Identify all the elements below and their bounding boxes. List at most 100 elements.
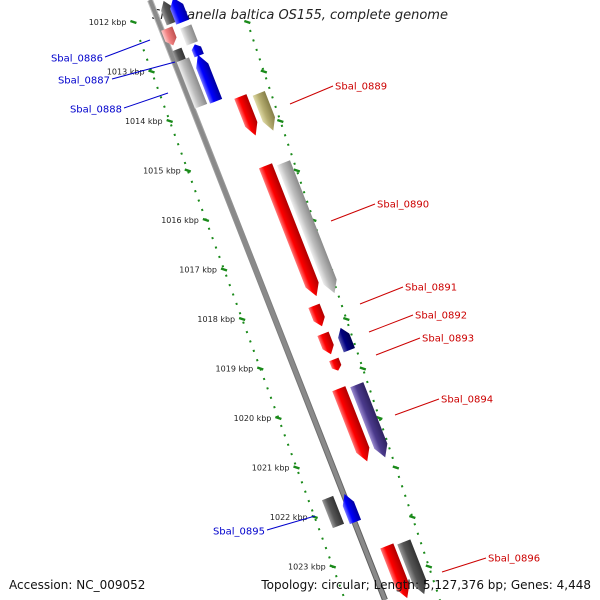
major-tick-inner <box>238 316 246 322</box>
gene-block-0893 <box>329 357 342 371</box>
gene-label: Sbal_0886 <box>51 54 103 65</box>
gene-block-0891-shape <box>308 303 325 327</box>
major-tick-outer <box>408 514 416 520</box>
major-tick-outer <box>342 316 350 322</box>
major-tick-outer <box>375 415 383 421</box>
gene-block-0892-shape <box>317 331 334 355</box>
gene-label: Sbal_0890 <box>377 200 429 211</box>
gene-label-leader <box>111 61 176 80</box>
kbp-tick-label: 1014 kbp <box>125 117 163 126</box>
gene-label: Sbal_0888 <box>70 105 122 116</box>
gene-block-0892-navy <box>338 327 355 353</box>
gene-label-leader <box>104 39 151 58</box>
gene-label-leader <box>330 203 376 222</box>
major-tick-outer <box>359 366 367 371</box>
major-tick-inner <box>202 217 210 223</box>
gene-label: Sbal_0892 <box>415 311 467 322</box>
gene-block-0895-shape <box>342 494 362 525</box>
gene-block-0886-pink <box>161 26 177 46</box>
gene-block-0896-shape <box>380 543 410 599</box>
gene-block-0888-gray-shape <box>176 57 208 109</box>
accession-text: Accession: NC_009052 <box>9 578 146 592</box>
gene-block-0886 <box>191 44 204 58</box>
gene-block-0886-gray-shape <box>180 24 198 46</box>
gene-label: Sbal_0896 <box>488 554 540 565</box>
kbp-tick-label: 1016 kbp <box>161 216 199 225</box>
kbp-tick-label: 1018 kbp <box>197 315 235 324</box>
gene-block-0894-purple <box>350 382 388 458</box>
major-tick-inner <box>184 168 192 173</box>
gene-label-leader <box>289 85 334 105</box>
kbp-tick-label: 1023 kbp <box>288 563 326 572</box>
major-tick-outer <box>276 118 284 124</box>
gene-label-leader <box>123 92 169 109</box>
kbp-tick-label: 1020 kbp <box>234 414 272 423</box>
major-tick-inner <box>256 366 264 371</box>
gene-block-0889-olive <box>252 91 275 131</box>
gene-block-0889-shape <box>234 94 258 136</box>
gene-label: Sbal_0894 <box>441 395 493 406</box>
gene-block-0890-shape <box>258 163 319 297</box>
gene-block-0888-shape <box>196 54 223 104</box>
summary-text: Topology: circular; Length: 5,127,376 bp… <box>261 578 591 592</box>
gene-block-0890-gray <box>276 160 337 294</box>
gene-block-0886-shape <box>191 44 204 58</box>
gene-label-leader <box>368 314 414 333</box>
gene-block-0890-gray-shape <box>276 160 337 294</box>
gene-block-0887-dark <box>172 47 186 63</box>
kbp-tick-label: 1015 kbp <box>143 167 181 176</box>
major-tick-outer <box>425 564 433 569</box>
gene-block-0895 <box>342 494 362 525</box>
major-tick-inner <box>274 415 282 421</box>
kbp-tick-label: 1022 kbp <box>270 513 308 522</box>
kbp-tick-label: 1017 kbp <box>179 266 217 275</box>
gene-label-leader <box>266 515 316 531</box>
gene-block-0890 <box>258 163 319 297</box>
kbp-tick-label: 1013 kbp <box>107 68 145 77</box>
gene-block-0895-dark-shape <box>321 495 345 529</box>
kbp-tick-label: 1019 kbp <box>216 365 254 374</box>
major-tick-inner <box>130 19 137 25</box>
gene-block-0888 <box>196 54 223 104</box>
gene-label: Sbal_0887 <box>58 76 110 87</box>
gene-block-0889 <box>234 94 258 136</box>
kbp-tick-label: 1012 kbp <box>89 18 127 27</box>
gene-label: Sbal_0889 <box>335 82 387 93</box>
gene-block-0896 <box>380 543 410 599</box>
gene-block-0886-pink-shape <box>161 26 177 46</box>
gene-block-0893-shape <box>329 357 342 371</box>
gene-block-0885 <box>170 0 190 25</box>
gene-label: Sbal_0891 <box>405 283 457 294</box>
gene-block-0896-dark-shape <box>397 539 427 595</box>
major-tick-inner <box>166 118 174 124</box>
gene-block-0892-navy-shape <box>338 327 355 353</box>
major-tick-inner <box>148 69 155 74</box>
gene-block-0886-gray <box>180 24 198 46</box>
gene-block-0892 <box>317 331 334 355</box>
gene-block-0885-shape <box>170 0 190 25</box>
gene-block-0896-dark <box>397 539 427 595</box>
kbp-tick-label: 1021 kbp <box>252 464 290 473</box>
major-tick-outer <box>293 168 301 173</box>
gene-label: Sbal_0895 <box>213 527 265 538</box>
major-tick-outer <box>260 69 268 74</box>
gene-label: Sbal_0893 <box>422 334 474 345</box>
gene-block-0894 <box>332 386 370 462</box>
gene-block-0887-dark-shape <box>172 47 186 63</box>
gene-block-0889-olive-shape <box>252 91 275 131</box>
gene-block-0885-dark <box>161 0 178 26</box>
gene-block-0895-dark <box>321 495 345 529</box>
gene-block-0894-shape <box>332 386 370 462</box>
map-title: Shewanella baltica OS155, complete genom… <box>152 8 448 23</box>
outer-tick-ring <box>249 29 441 600</box>
gene-label-leader <box>441 557 487 573</box>
major-tick-inner <box>220 267 228 272</box>
major-tick-outer <box>392 465 400 470</box>
major-tick-inner <box>329 564 337 569</box>
major-tick-inner <box>293 465 300 470</box>
gene-label-leader <box>394 398 440 416</box>
gene-block-0891 <box>308 303 325 327</box>
gene-block-0894-purple-shape <box>350 382 388 458</box>
